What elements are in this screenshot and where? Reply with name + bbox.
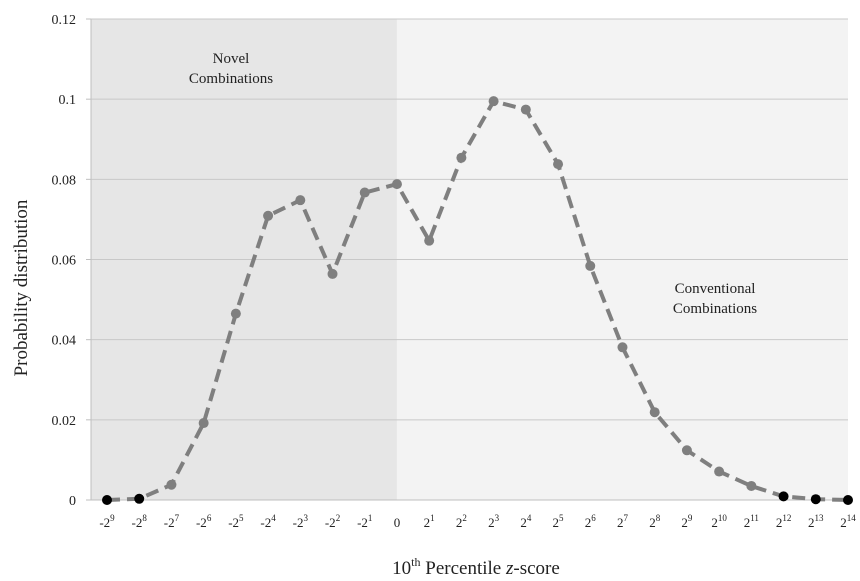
data-point	[520, 104, 531, 115]
data-point	[649, 407, 660, 418]
data-point	[553, 159, 564, 170]
y-tick-label: 0.08	[52, 173, 77, 188]
data-point	[746, 480, 757, 491]
data-point	[843, 495, 853, 505]
data-point	[166, 479, 177, 490]
x-tick-label: 26	[585, 513, 597, 530]
x-tick-label: -23	[293, 513, 309, 530]
x-tick-label: 212	[776, 513, 792, 530]
x-tick-label: 24	[520, 513, 532, 530]
x-tick-label: -22	[325, 513, 340, 530]
x-tick-label: -28	[132, 513, 148, 530]
data-point	[134, 493, 145, 504]
data-point	[714, 466, 725, 477]
x-tick-label: 22	[456, 513, 467, 530]
x-tick-label: 210	[711, 513, 727, 530]
data-point	[391, 179, 402, 190]
y-tick-labels: 0 0.02 0.04 0.06 0.08 0.1 0.12	[52, 13, 77, 509]
x-tick-label: 211	[744, 513, 759, 530]
region-annotations: Novel Combinations Conventional Combination…	[189, 51, 757, 317]
x-tick-label: 23	[488, 513, 500, 530]
x-tick-label: 28	[649, 513, 661, 530]
x-tick-label: 29	[681, 513, 693, 530]
series-line	[106, 99, 849, 502]
data-points	[102, 96, 853, 505]
data-point	[230, 308, 241, 319]
x-tick-label: -25	[228, 513, 244, 530]
x-tick-label: -27	[164, 513, 180, 530]
data-point	[263, 210, 274, 221]
x-tick-label: 213	[808, 513, 824, 530]
region-annotation: Novel Combinations	[189, 51, 273, 87]
probability-line	[106, 99, 849, 502]
x-axis-label: 10th Percentile z-score	[392, 555, 560, 579]
y-axis-label: Probability distribution	[11, 199, 32, 376]
data-point	[778, 491, 789, 502]
y-tick-label: 0.12	[52, 13, 77, 28]
data-point	[617, 342, 628, 353]
data-point	[456, 152, 467, 163]
x-tick-label: 27	[617, 513, 629, 530]
data-point	[488, 96, 499, 107]
y-tick-label: 0.04	[52, 334, 77, 349]
data-point	[585, 260, 596, 271]
data-point	[327, 268, 338, 279]
x-tick-label: 25	[553, 513, 565, 530]
y-tick-label: 0.02	[52, 414, 77, 429]
axes	[86, 18, 848, 501]
x-tick-label: -21	[357, 513, 372, 530]
x-tick-label: -26	[196, 513, 212, 530]
y-tick-label: 0	[69, 494, 76, 509]
x-tick-label: -29	[99, 513, 115, 530]
data-point	[359, 187, 370, 198]
data-point	[681, 445, 692, 456]
x-tick-label: 21	[424, 513, 435, 530]
region-annotation: Conventional Combinations	[673, 281, 757, 317]
data-point	[102, 495, 112, 505]
x-tick-label: 0	[394, 515, 401, 530]
x-tick-label: -24	[260, 513, 276, 530]
data-point	[198, 418, 209, 429]
y-tick-label: 0.1	[59, 93, 77, 108]
data-point	[810, 494, 821, 505]
data-point	[295, 195, 306, 206]
data-point	[424, 235, 435, 246]
x-tick-labels: -29 -28 -27 -26 -25 -24 -23 -22 -21 0 21 22 23 24 25 26…	[99, 513, 856, 530]
x-tick-label: 214	[840, 513, 856, 530]
gridlines	[91, 18, 848, 421]
y-tick-label: 0.06	[52, 254, 77, 269]
